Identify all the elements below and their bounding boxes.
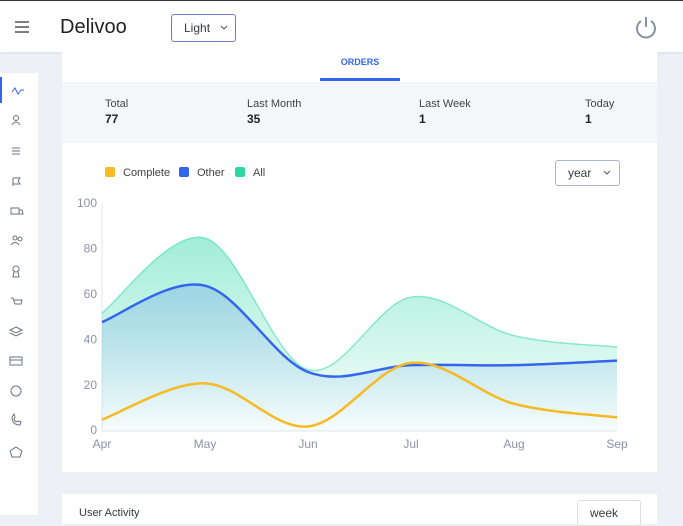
- stat: Last Month 35: [247, 98, 301, 126]
- x-tick-label: Apr: [93, 437, 112, 451]
- menu-button[interactable]: [14, 20, 30, 34]
- tab-underline: [320, 78, 400, 81]
- theme-select[interactable]: Light: [171, 14, 236, 42]
- period-select[interactable]: year: [555, 160, 620, 186]
- stat-text: Last Week: [419, 98, 471, 110]
- y-tick-label: 100: [77, 196, 97, 210]
- series-line: [101, 283, 618, 378]
- activity-card: User Activity week: [62, 494, 657, 526]
- series-area: [102, 284, 617, 431]
- stat-text: Last Month: [247, 98, 302, 110]
- theme-label: Light: [184, 21, 211, 35]
- x-tick-label: May: [194, 437, 217, 451]
- orders-card: ORDERS Total 77 Last Month 35 Last Week 1 Toda…: [62, 52, 657, 472]
- stat-text: Today: [585, 98, 615, 110]
- tab-orders[interactable]: ORDERS: [340, 57, 380, 67]
- activity-period-label: week: [590, 506, 619, 520]
- series-line: [101, 361, 618, 428]
- x-tick-label: Aug: [503, 437, 524, 451]
- brand: Delivoo: [60, 16, 127, 38]
- sidebar-icons[interactable]: [0, 73, 38, 515]
- power-button[interactable]: [634, 15, 658, 41]
- x-tick-label: Jul: [403, 437, 418, 451]
- x-tick-label: Sep: [606, 437, 628, 451]
- stats-band: Total 77 Last Month 35 Last Week 1 Today 1: [62, 82, 657, 143]
- legend-label: Other: [197, 167, 225, 179]
- series-line: [101, 236, 618, 372]
- legend-label: Complete: [123, 167, 170, 179]
- y-tick-label: 0: [90, 423, 97, 437]
- period-label: year: [568, 166, 592, 180]
- legend-label: All: [253, 167, 265, 179]
- chart: 0 20 40 60 80 100 Apr May Jun Jul Aug Sep Complete Ot…: [77, 167, 628, 451]
- x-tick-label: Jun: [298, 437, 317, 451]
- active-indicator: [0, 77, 2, 103]
- activity-title: User Activity: [79, 507, 140, 519]
- header: Delivoo Light: [0, 0, 683, 52]
- stat-text: 35: [247, 112, 261, 126]
- legend-swatch: [179, 167, 189, 177]
- y-tick-label: 80: [84, 242, 98, 256]
- stat: Today 1: [585, 98, 614, 126]
- legend-swatch: [105, 167, 115, 177]
- y-tick-label: 60: [84, 287, 98, 301]
- stat-text: 1: [585, 112, 592, 126]
- stat-text: 77: [105, 112, 119, 126]
- activity-period[interactable]: week: [577, 500, 641, 526]
- legend-swatch: [235, 167, 245, 177]
- stat-text: 1: [419, 112, 426, 126]
- stat-text: Total: [105, 98, 129, 110]
- stat: Last Week 1: [419, 98, 471, 126]
- stat: Total 77: [105, 98, 128, 126]
- y-tick-label: 40: [84, 332, 98, 346]
- sidebar: [0, 73, 38, 515]
- y-tick-label: 20: [84, 378, 98, 392]
